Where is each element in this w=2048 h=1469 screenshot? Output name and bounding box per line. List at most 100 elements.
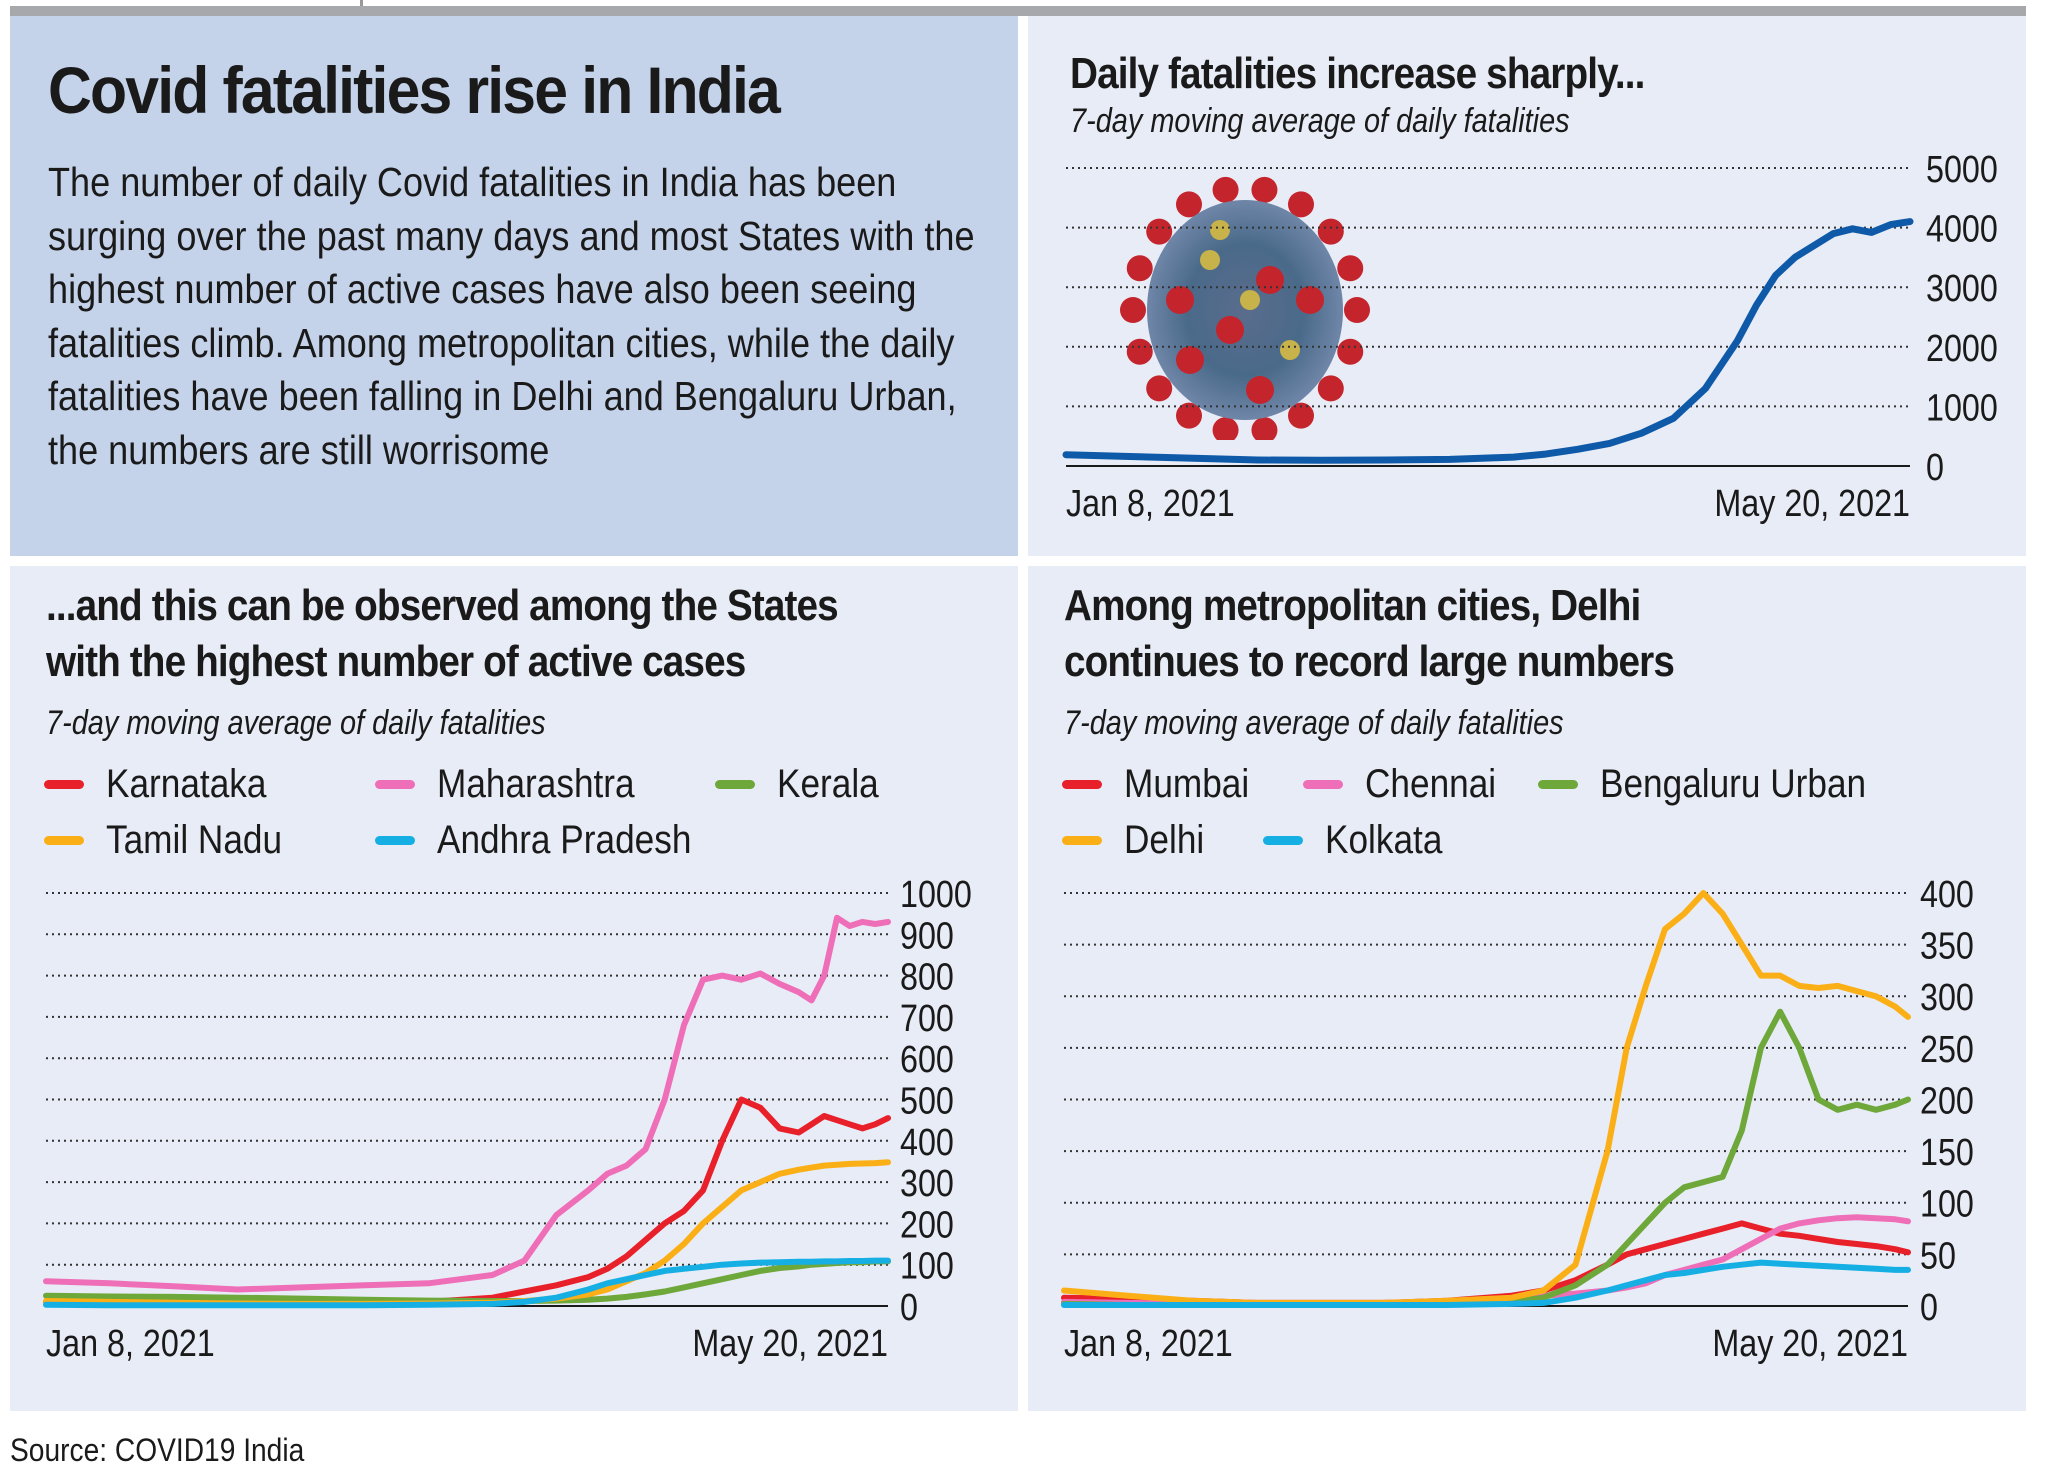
cities-y-tick-label: 300 bbox=[1920, 977, 1974, 1019]
virus-spike bbox=[1126, 255, 1153, 282]
legend-swatch bbox=[1062, 780, 1102, 789]
states-series-maharashtra bbox=[43, 914, 891, 1293]
source-note: Source: COVID19 India bbox=[10, 1432, 305, 1468]
india-series-india bbox=[1062, 218, 1914, 464]
virus-spike bbox=[1212, 176, 1239, 203]
states-y-tick-label: 200 bbox=[900, 1204, 954, 1246]
cities-y-tick-label: 0 bbox=[1920, 1287, 1938, 1329]
legend-label: Kerala bbox=[777, 762, 879, 806]
legend-swatch bbox=[1062, 836, 1102, 845]
india-x-tick-label: May 20, 2021 bbox=[1714, 483, 1910, 525]
legend-label: Kolkata bbox=[1325, 818, 1443, 862]
virus-dot bbox=[1246, 376, 1274, 404]
legend-label: Andhra Pradesh bbox=[437, 818, 692, 862]
states-y-tick-label: 300 bbox=[900, 1163, 954, 1205]
intro-panel: Covid fatalities rise in India The numbe… bbox=[10, 16, 1018, 556]
legend-label: Tamil Nadu bbox=[106, 818, 283, 862]
states-x-tick-label: May 20, 2021 bbox=[692, 1323, 888, 1365]
legend-label: Bengaluru Urban bbox=[1600, 762, 1867, 806]
states-series-andhra-pradesh bbox=[43, 1257, 891, 1309]
legend-label: Delhi bbox=[1124, 818, 1205, 862]
states-y-tick-label: 800 bbox=[900, 956, 954, 998]
states-y-tick-label: 0 bbox=[900, 1287, 918, 1329]
india-y-tick-label: 5000 bbox=[1926, 149, 1998, 191]
legend-swatch bbox=[1538, 780, 1578, 789]
states-y-tick-label: 500 bbox=[900, 1080, 954, 1122]
states-chart-title-line1: ...and this can be observed among the St… bbox=[46, 581, 839, 630]
top-bar bbox=[10, 6, 2026, 16]
states-y-tick-label: 400 bbox=[900, 1121, 954, 1163]
cities-x-tick-label: May 20, 2021 bbox=[1712, 1323, 1908, 1365]
legend-item: Kolkata bbox=[1263, 818, 1458, 863]
india-y-tick-label: 0 bbox=[1926, 447, 1944, 489]
virus-dot bbox=[1166, 286, 1194, 314]
virus-spike bbox=[1337, 255, 1364, 282]
cities-y-tick-label: 50 bbox=[1920, 1235, 1956, 1277]
virus-spike bbox=[1251, 176, 1278, 203]
virus-dot bbox=[1210, 220, 1230, 240]
states-y-tick-label: 700 bbox=[900, 997, 954, 1039]
india-chart-subtitle: 7-day moving average of daily fatalities bbox=[1070, 102, 1570, 140]
legend-item: Mumbai bbox=[1062, 762, 1266, 807]
legend-item: Maharashtra bbox=[375, 762, 662, 807]
legend-label: Maharashtra bbox=[437, 762, 635, 806]
virus-spike bbox=[1251, 417, 1278, 440]
states-y-tick-label: 100 bbox=[900, 1245, 954, 1287]
legend-swatch bbox=[715, 780, 755, 789]
cities-x-tick-label: Jan 8, 2021 bbox=[1064, 1323, 1233, 1365]
cities-chart-subtitle: 7-day moving average of daily fatalities bbox=[1064, 704, 1564, 742]
cities-y-tick-label: 250 bbox=[1920, 1028, 1974, 1070]
virus-spike bbox=[1212, 417, 1239, 440]
virus-dot bbox=[1296, 286, 1324, 314]
legend-label: Chennai bbox=[1365, 762, 1497, 806]
cities-y-tick-label: 350 bbox=[1920, 925, 1974, 967]
states-y-tick-label: 900 bbox=[900, 915, 954, 957]
virus-dot bbox=[1200, 250, 1220, 270]
legend-item: Bengaluru Urban bbox=[1538, 762, 1902, 807]
legend-item: Chennai bbox=[1303, 762, 1514, 807]
india-y-tick-label: 1000 bbox=[1926, 387, 1998, 429]
virus-spike bbox=[1120, 297, 1146, 323]
india-y-tick-label: 3000 bbox=[1926, 268, 1998, 310]
states-chart-title-line2: with the highest number of active cases bbox=[46, 637, 746, 686]
india-chart-title: Daily fatalities increase sharply... bbox=[1070, 49, 1645, 98]
cities-series-delhi bbox=[1061, 890, 1911, 1306]
cities-y-tick-label: 100 bbox=[1920, 1183, 1974, 1225]
india-y-tick-label: 2000 bbox=[1926, 327, 1998, 369]
virus-dot bbox=[1176, 346, 1204, 374]
virus-spike bbox=[1344, 297, 1370, 323]
legend-item: Karnataka bbox=[44, 762, 288, 807]
legend-label: Karnataka bbox=[106, 762, 267, 806]
states-series-tamil-nadu bbox=[43, 1159, 891, 1307]
legend-swatch bbox=[375, 780, 415, 789]
states-chart-panel: ...and this can be observed among the St… bbox=[10, 566, 1018, 1411]
page-title: Covid fatalities rise in India bbox=[48, 53, 781, 127]
legend-item: Andhra Pradesh bbox=[375, 818, 726, 863]
legend-swatch bbox=[375, 836, 415, 845]
legend-item: Tamil Nadu bbox=[44, 818, 306, 863]
top-rule bbox=[0, 0, 363, 6]
states-y-tick-label: 600 bbox=[900, 1039, 954, 1081]
states-y-tick-label: 1000 bbox=[900, 874, 972, 916]
legend-swatch bbox=[44, 780, 84, 789]
cities-y-tick-label: 150 bbox=[1920, 1132, 1974, 1174]
virus-spike bbox=[1288, 402, 1314, 429]
india-x-tick-label: Jan 8, 2021 bbox=[1066, 483, 1235, 525]
virus-spike bbox=[1317, 218, 1344, 245]
virus-dot bbox=[1280, 340, 1300, 360]
india-y-tick-label: 4000 bbox=[1926, 208, 1998, 250]
legend-swatch bbox=[44, 836, 84, 845]
virus-spike bbox=[1176, 402, 1202, 429]
legend-item: Kerala bbox=[715, 762, 893, 807]
legend-swatch bbox=[1263, 836, 1303, 845]
intro-paragraph: The number of daily Covid fatalities in … bbox=[48, 159, 975, 473]
legend-label: Mumbai bbox=[1124, 762, 1250, 806]
virus-spike bbox=[1288, 191, 1314, 218]
virus-spike bbox=[1146, 218, 1173, 245]
coronavirus-icon bbox=[1120, 176, 1370, 440]
states-chart-subtitle: 7-day moving average of daily fatalities bbox=[46, 704, 546, 742]
cities-y-tick-label: 400 bbox=[1920, 874, 1974, 916]
legend-item: Delhi bbox=[1062, 818, 1215, 863]
legend-swatch bbox=[1303, 780, 1343, 789]
